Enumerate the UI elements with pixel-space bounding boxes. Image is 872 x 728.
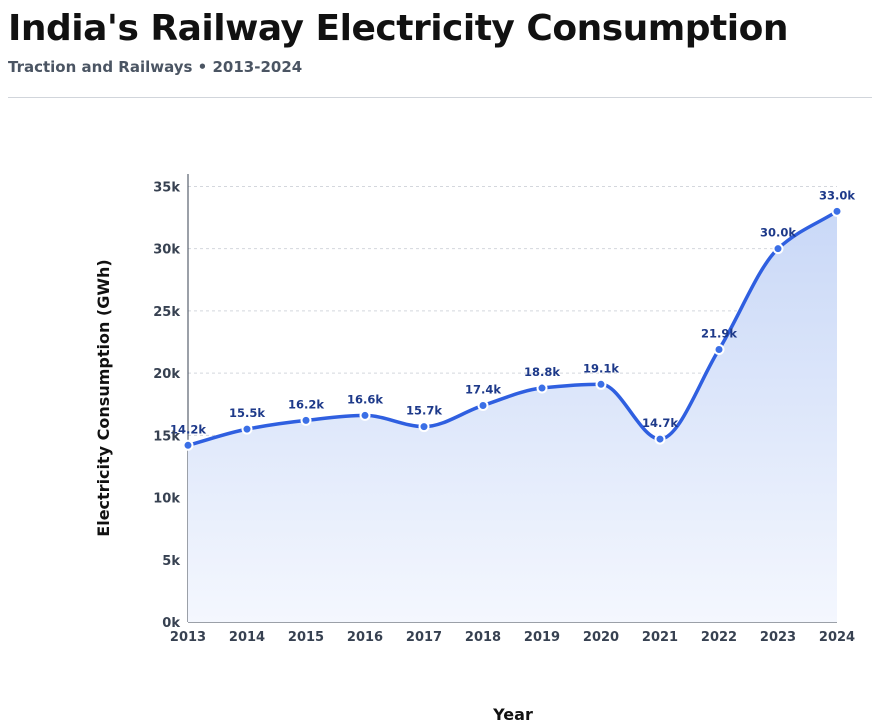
header-divider [8, 97, 872, 98]
x-tick-label: 2016 [347, 630, 383, 645]
page-subtitle: Traction and Railways • 2013-2024 [8, 58, 303, 76]
x-tick-label: 2015 [288, 630, 324, 645]
data-point[interactable] [418, 421, 430, 433]
data-label: 16.2k [288, 397, 324, 411]
x-tick-label: 2023 [760, 630, 796, 645]
x-tick-label: 2022 [701, 630, 737, 645]
y-axis-title: Electricity Consumption (GWh) [94, 259, 113, 536]
data-point[interactable] [300, 414, 312, 426]
y-tick-label: 15k [153, 429, 180, 444]
data-label: 16.6k [347, 392, 383, 406]
x-tick-label: 2013 [170, 630, 206, 645]
data-point[interactable] [595, 378, 607, 390]
data-label: 15.7k [406, 404, 442, 418]
y-tick-label: 5k [162, 554, 180, 569]
chart-header: India's Railway Electricity Consumption … [8, 6, 872, 76]
data-points [182, 205, 843, 451]
x-tick-label: 2019 [524, 630, 560, 645]
x-axis-title: Year [492, 705, 533, 724]
x-tick-label: 2018 [465, 630, 501, 645]
data-label: 33.0k [819, 188, 855, 202]
x-tick-label: 2014 [229, 630, 265, 645]
y-tick-label: 10k [153, 492, 180, 507]
data-point[interactable] [831, 205, 843, 217]
data-label: 21.9k [701, 326, 737, 340]
area-fill-layer [188, 211, 837, 622]
y-tick-label: 20k [153, 367, 180, 382]
data-point[interactable] [241, 423, 253, 435]
data-point[interactable] [654, 433, 666, 445]
x-tick-label: 2024 [819, 630, 855, 645]
area-fill [188, 211, 837, 622]
data-point[interactable] [772, 243, 784, 255]
data-point[interactable] [359, 409, 371, 421]
x-tick-labels: 2013 2014 2015 2016 2017 2018 2019 2020 2021 2022… [170, 630, 855, 645]
x-tick-label: 2020 [583, 630, 619, 645]
page-title: India's Railway Electricity Consumption [8, 8, 788, 49]
data-label: 14.2k [170, 422, 206, 436]
data-label: 19.1k [583, 361, 619, 375]
y-tick-label: 30k [153, 243, 180, 258]
data-label: 15.5k [229, 406, 265, 420]
data-label: 14.7k [642, 416, 678, 430]
y-tick-label: 25k [153, 305, 180, 320]
y-tick-label: 0k [162, 616, 180, 631]
data-point[interactable] [477, 399, 489, 411]
x-tick-label: 2021 [642, 630, 678, 645]
data-label: 17.4k [465, 382, 501, 396]
data-label: 18.8k [524, 365, 560, 379]
x-tick-label: 2017 [406, 630, 442, 645]
data-point[interactable] [713, 343, 725, 355]
y-tick-labels: 0k 5k 10k 15k 20k 25k 30k 35k [153, 180, 180, 631]
data-labels: 14.2k 15.5k 16.2k 16.6k 15.7k 17.4k 18.8k 19.1k… [170, 188, 855, 436]
data-label: 30.0k [760, 226, 796, 240]
data-point[interactable] [182, 439, 194, 451]
data-point[interactable] [536, 382, 548, 394]
y-tick-label: 35k [153, 180, 180, 195]
